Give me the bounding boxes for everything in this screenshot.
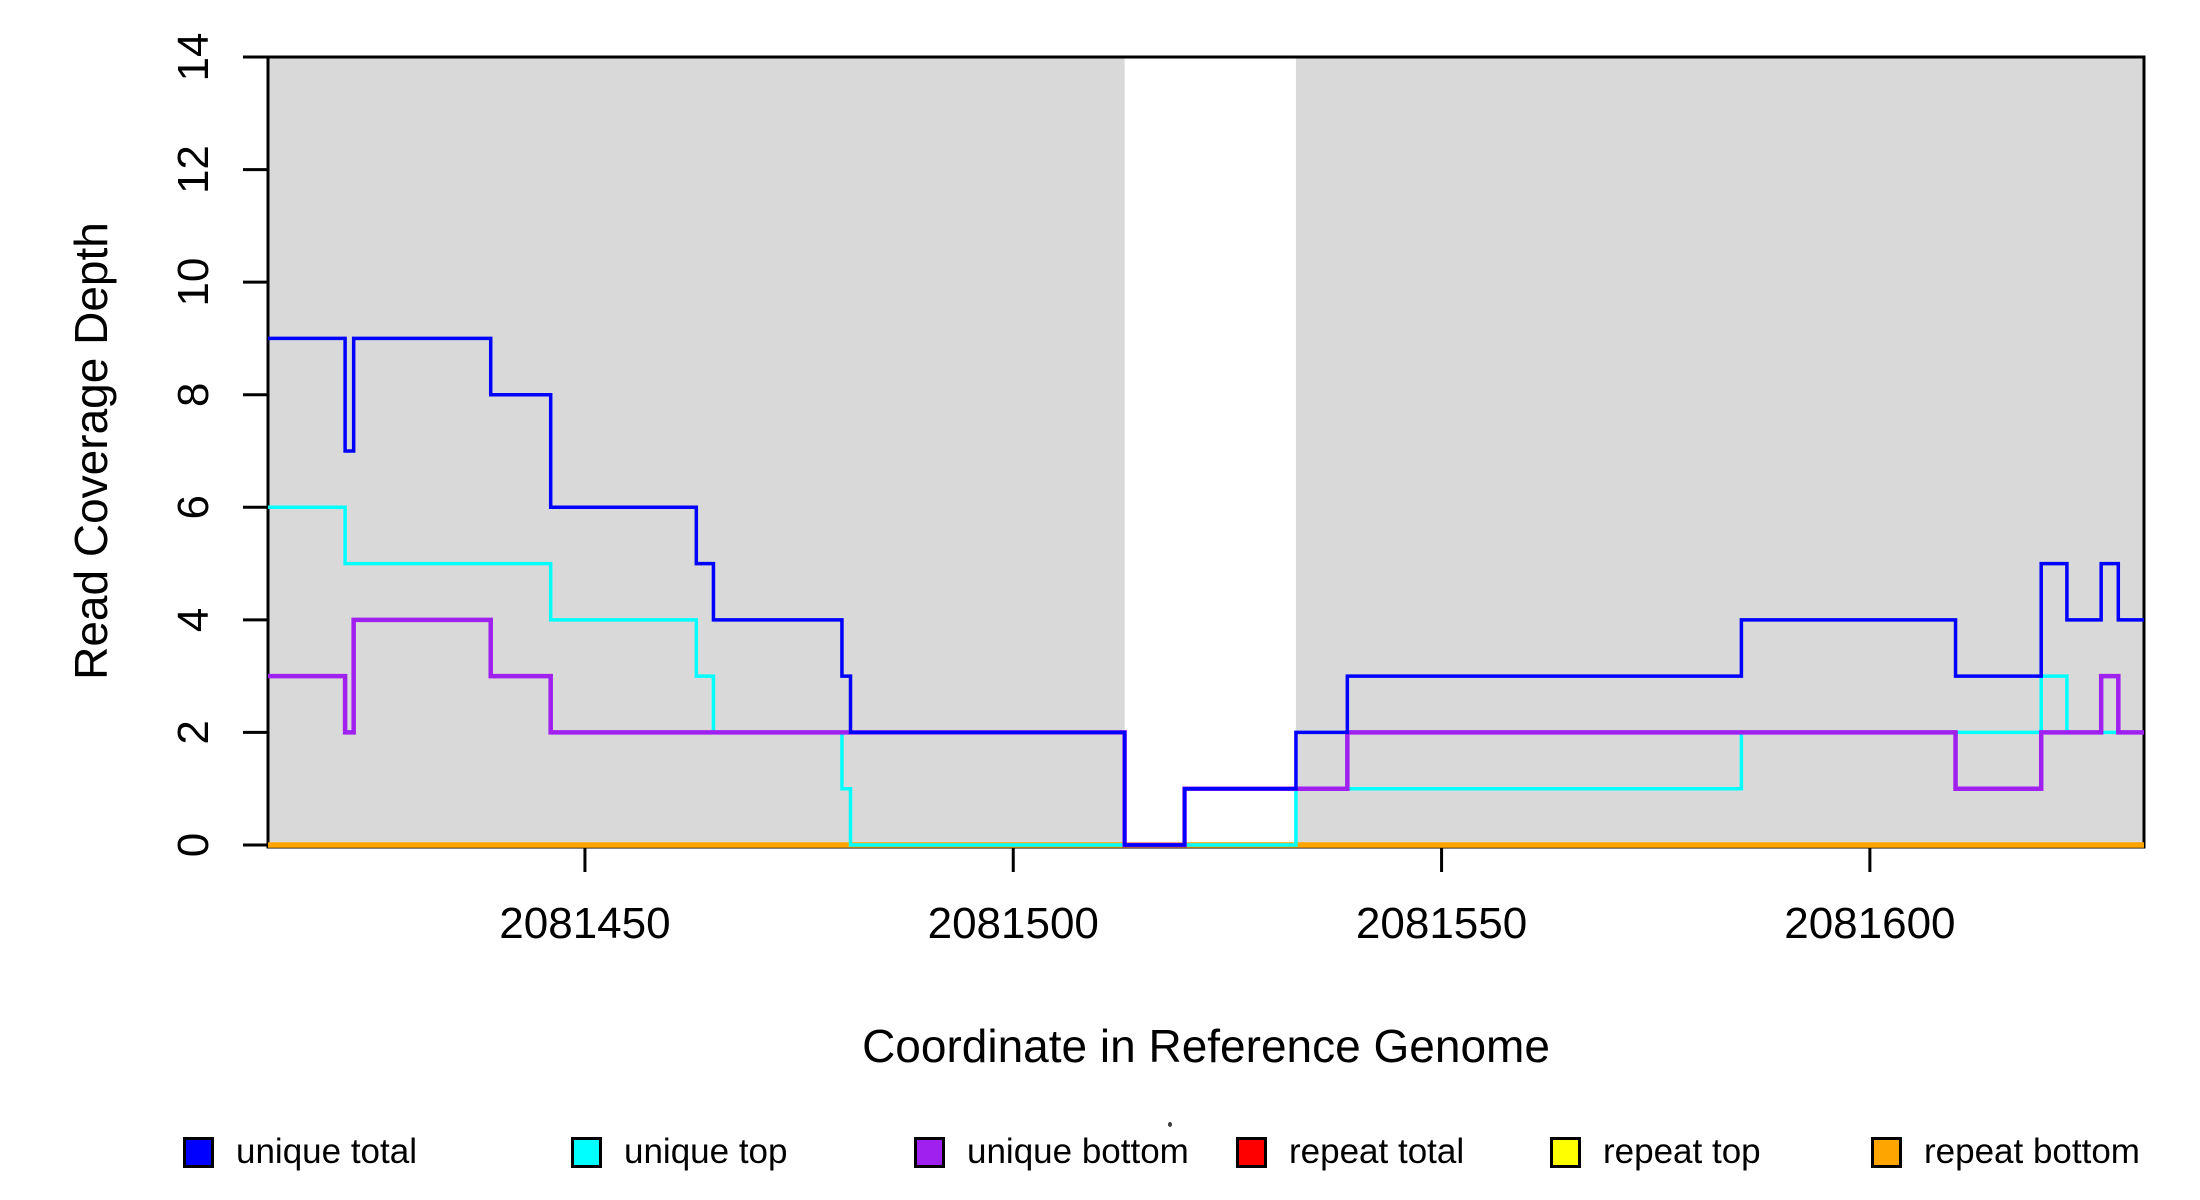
legend-item-unique-total: unique total (183, 1132, 417, 1172)
legend-swatch (1871, 1136, 1902, 1168)
legend-item-repeat-total: repeat total (1236, 1132, 1464, 1172)
legend-label: unique top (624, 1132, 788, 1171)
legend-item-unique-top: unique top (571, 1132, 787, 1172)
y-tick-label: 6 (169, 495, 218, 519)
legend-label: repeat total (1289, 1132, 1465, 1171)
y-tick-label: 2 (169, 720, 218, 744)
shaded-region (1295, 57, 2144, 846)
series-unique-total (268, 336, 2144, 847)
legend-item-unique-bottom: unique bottom (914, 1132, 1189, 1172)
x-axis-title: Coordinate in Reference Genome (862, 1020, 1550, 1072)
legend-label: repeat top (1603, 1132, 1761, 1171)
legend-swatch (571, 1136, 602, 1168)
y-tick-label: 12 (169, 145, 218, 194)
legend-swatch (914, 1136, 945, 1168)
y-axis-title: Read Coverage Depth (65, 222, 117, 680)
x-tick-label: 2081450 (499, 899, 670, 948)
legend-item-repeat-bottom: repeat bottom (1871, 1132, 2140, 1172)
legend-swatch (1550, 1136, 1581, 1168)
x-tick-label: 2081600 (1784, 899, 1955, 948)
y-tick-label: 10 (169, 258, 218, 307)
legend-item-repeat-top: repeat top (1550, 1132, 1761, 1172)
legend-swatch (1236, 1136, 1267, 1168)
x-tick-label: 2081500 (928, 899, 1099, 948)
stray-dot-artifact (1168, 1122, 1172, 1127)
x-tick-label: 2081550 (1356, 899, 1527, 948)
y-tick-label: 8 (169, 382, 218, 406)
y-tick-label: 0 (169, 833, 218, 857)
y-tick-label: 4 (169, 608, 218, 632)
legend-label: unique total (236, 1132, 417, 1171)
shaded-region (268, 57, 1125, 846)
legend-swatch (183, 1136, 214, 1168)
series-unique-top (268, 505, 2144, 847)
y-tick-label: 14 (169, 33, 218, 82)
legend-label: unique bottom (967, 1132, 1189, 1171)
legend-label: repeat bottom (1924, 1132, 2140, 1171)
